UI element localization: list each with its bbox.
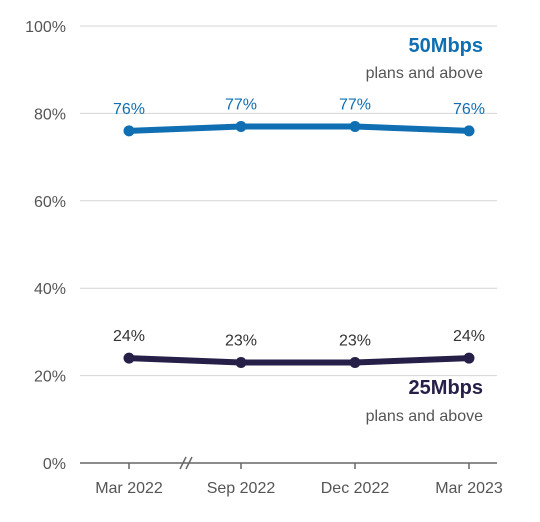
y-axis-ticks: 0% 20% 40% 60% 80% 100% bbox=[25, 19, 66, 473]
data-point bbox=[463, 352, 475, 364]
series-legends: 50Mbps plans and above 25Mbps plans and abo… bbox=[366, 35, 484, 425]
data-label: 76% bbox=[453, 101, 485, 118]
series-name-label: 25Mbps bbox=[409, 377, 483, 399]
data-label: 23% bbox=[339, 332, 371, 349]
data-label: 23% bbox=[225, 332, 257, 349]
data-point bbox=[123, 125, 135, 137]
series-subtitle-label: plans and above bbox=[366, 65, 484, 82]
x-tick-label: Mar 2022 bbox=[95, 480, 163, 497]
x-tick-label: Sep 2022 bbox=[207, 480, 276, 497]
y-tick-label: 60% bbox=[34, 194, 66, 211]
y-tick-label: 80% bbox=[34, 106, 66, 123]
series-subtitle-label: plans and above bbox=[366, 408, 484, 425]
x-axis: Mar 2022 Sep 2022 Dec 2022 Mar 2023 bbox=[95, 456, 503, 497]
data-label: 76% bbox=[113, 101, 145, 118]
data-label: 77% bbox=[339, 97, 371, 114]
data-point bbox=[235, 356, 247, 368]
data-point bbox=[463, 125, 475, 137]
series-line bbox=[126, 355, 472, 366]
data-label: 24% bbox=[113, 328, 145, 345]
grid-lines bbox=[80, 25, 497, 464]
x-tick-label: Dec 2022 bbox=[321, 480, 390, 497]
data-point bbox=[123, 352, 135, 364]
data-point bbox=[349, 121, 361, 133]
y-tick-label: 40% bbox=[34, 281, 66, 298]
series-line bbox=[126, 123, 472, 134]
axis-break-stroke bbox=[179, 456, 187, 470]
series-name-label: 50Mbps bbox=[409, 35, 483, 57]
data-point bbox=[349, 356, 361, 368]
y-tick-label: 100% bbox=[25, 19, 66, 36]
data-label: 24% bbox=[453, 328, 485, 345]
series-group bbox=[123, 121, 475, 368]
axis-break-stroke bbox=[185, 456, 193, 470]
y-tick-label: 0% bbox=[43, 456, 66, 473]
data-point bbox=[235, 121, 247, 133]
x-tick-label: Mar 2023 bbox=[435, 480, 503, 497]
data-label: 77% bbox=[225, 97, 257, 114]
axis-break-mark bbox=[179, 456, 193, 470]
y-tick-label: 20% bbox=[34, 369, 66, 386]
data-labels: 76% 77% 77% 76% 24% 23% 23% 24% bbox=[113, 97, 485, 350]
